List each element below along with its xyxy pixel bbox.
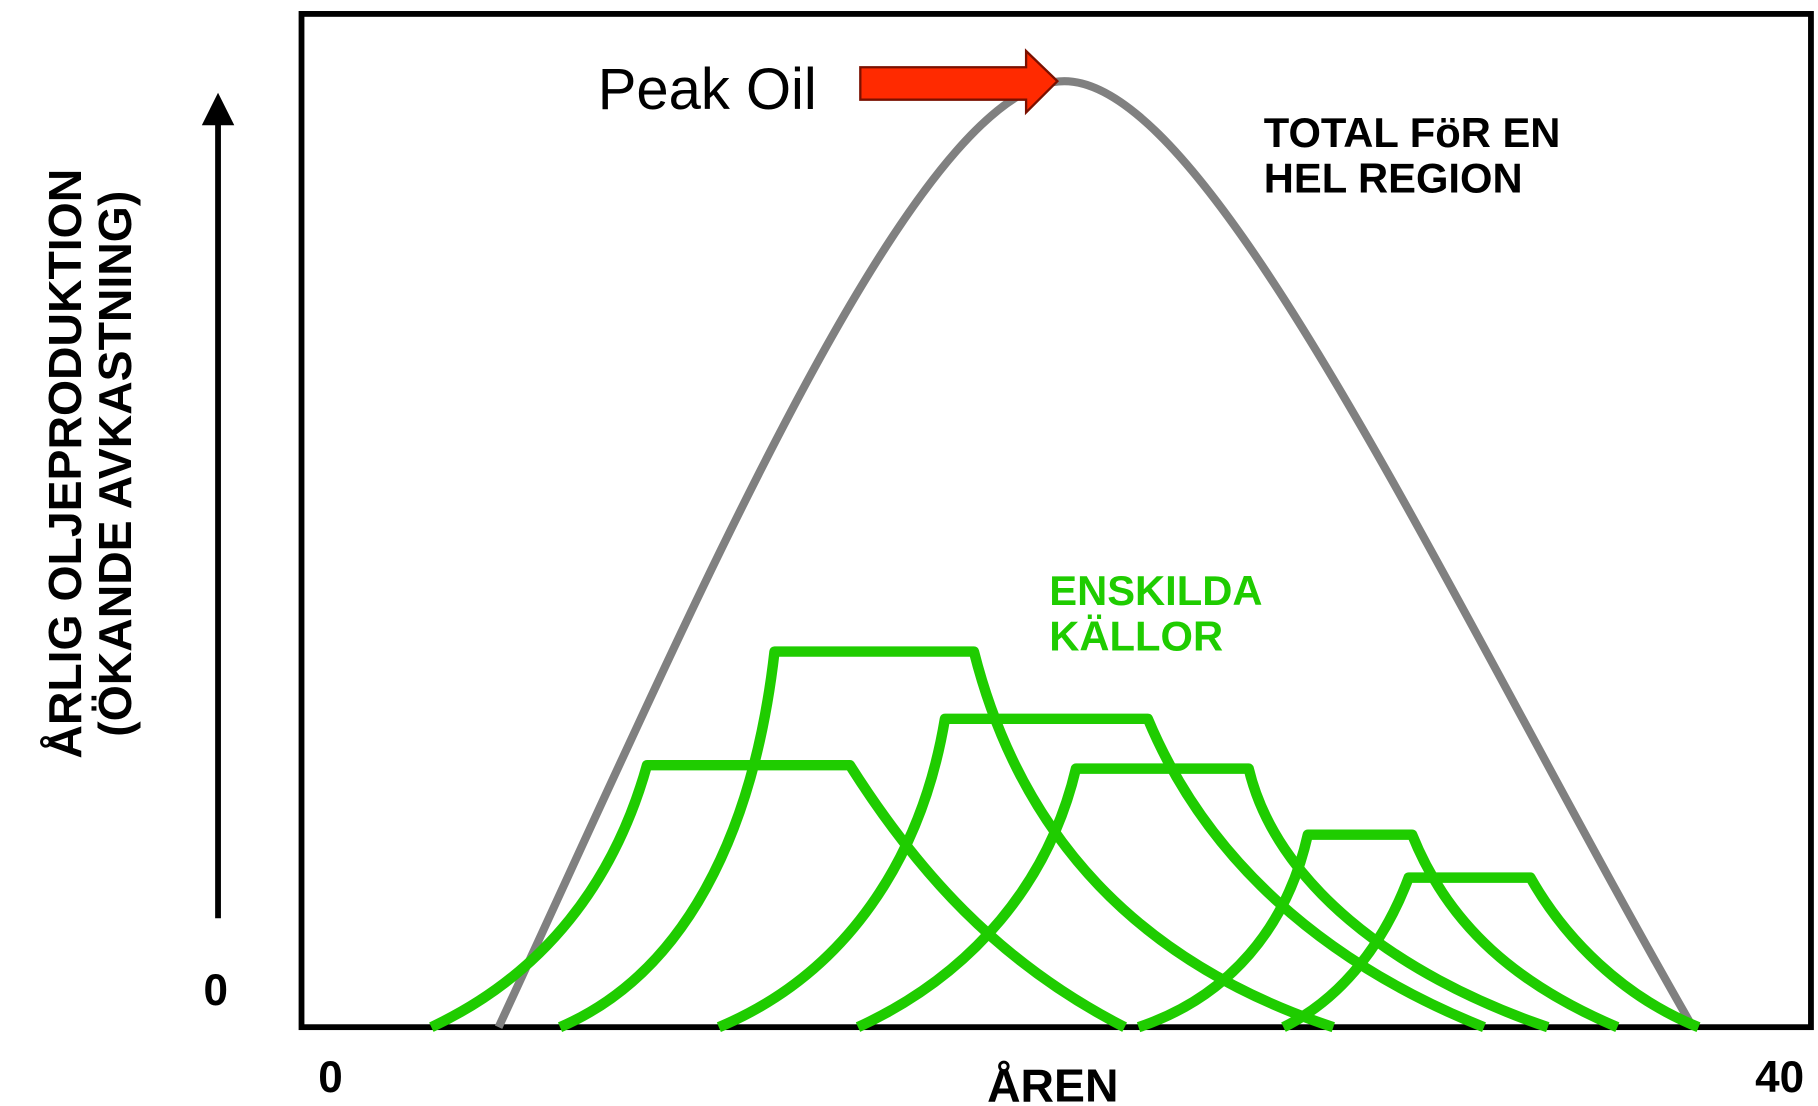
well-curve (1136, 829, 1620, 1033)
wells-label: KÄLLOR (1049, 612, 1223, 659)
peak-arrow (859, 48, 1060, 116)
y-axis-label-line: (ÖKANDE AVKASTNING) (89, 191, 141, 737)
y-origin-label: 0 (203, 966, 228, 1015)
total-label: TOTAL FöR EN (1264, 109, 1561, 156)
well-curve (557, 646, 1335, 1033)
x-start-label: 0 (318, 1053, 343, 1102)
peak-label: Peak Oil (598, 58, 817, 122)
x-axis-label: ÅREN (987, 1059, 1118, 1106)
wells-label: ENSKILDA (1049, 567, 1262, 614)
well-curve (1281, 872, 1701, 1033)
frame (298, 11, 1814, 1031)
well-curve (716, 713, 1486, 1033)
well-curve (855, 763, 1550, 1033)
well-curves (429, 646, 1701, 1033)
x-end-label: 40 (1755, 1053, 1804, 1102)
y-arrow-head (201, 92, 235, 126)
total-curve (494, 77, 1697, 1030)
y-axis-label: ÅRLIG OLJEPRODUKTION (ÖKANDE AVKASTNING) (39, 169, 141, 759)
y-axis-label-line: ÅRLIG OLJEPRODUKTION (39, 169, 91, 759)
total-label: HEL REGION (1264, 154, 1523, 201)
